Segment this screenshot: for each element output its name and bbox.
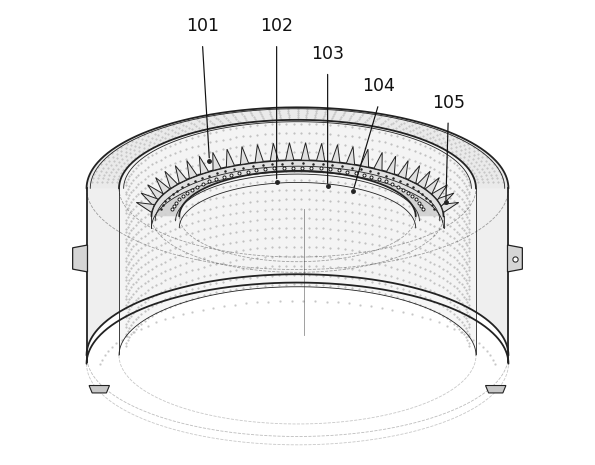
Polygon shape [425, 178, 439, 194]
Polygon shape [508, 245, 522, 272]
Polygon shape [317, 143, 325, 161]
Text: 101: 101 [186, 17, 219, 35]
Polygon shape [136, 202, 154, 213]
Polygon shape [417, 171, 430, 188]
Text: 105: 105 [432, 93, 465, 112]
Polygon shape [408, 166, 419, 183]
Polygon shape [270, 143, 278, 161]
Polygon shape [301, 143, 309, 160]
Polygon shape [141, 193, 158, 206]
Polygon shape [437, 193, 454, 206]
Polygon shape [148, 185, 163, 200]
Polygon shape [486, 385, 506, 393]
PathPatch shape [119, 120, 476, 355]
Polygon shape [240, 146, 249, 165]
Text: 103: 103 [311, 45, 344, 63]
Polygon shape [213, 153, 221, 171]
PathPatch shape [86, 107, 509, 355]
Polygon shape [346, 146, 355, 165]
Text: 102: 102 [260, 17, 293, 35]
Polygon shape [187, 160, 197, 179]
PathPatch shape [86, 107, 509, 188]
Polygon shape [165, 171, 178, 188]
PathPatch shape [152, 160, 443, 216]
Text: 104: 104 [362, 78, 395, 95]
Polygon shape [361, 149, 369, 167]
Polygon shape [73, 245, 87, 272]
Polygon shape [386, 156, 396, 174]
Polygon shape [89, 385, 109, 393]
Polygon shape [286, 143, 294, 160]
Polygon shape [432, 185, 447, 200]
PathPatch shape [152, 160, 443, 228]
Polygon shape [226, 149, 234, 167]
Polygon shape [156, 178, 170, 194]
Polygon shape [398, 160, 408, 179]
Polygon shape [374, 153, 382, 171]
Polygon shape [331, 145, 340, 163]
Polygon shape [441, 202, 459, 213]
Polygon shape [176, 166, 187, 183]
Polygon shape [255, 145, 264, 163]
Polygon shape [199, 156, 209, 174]
